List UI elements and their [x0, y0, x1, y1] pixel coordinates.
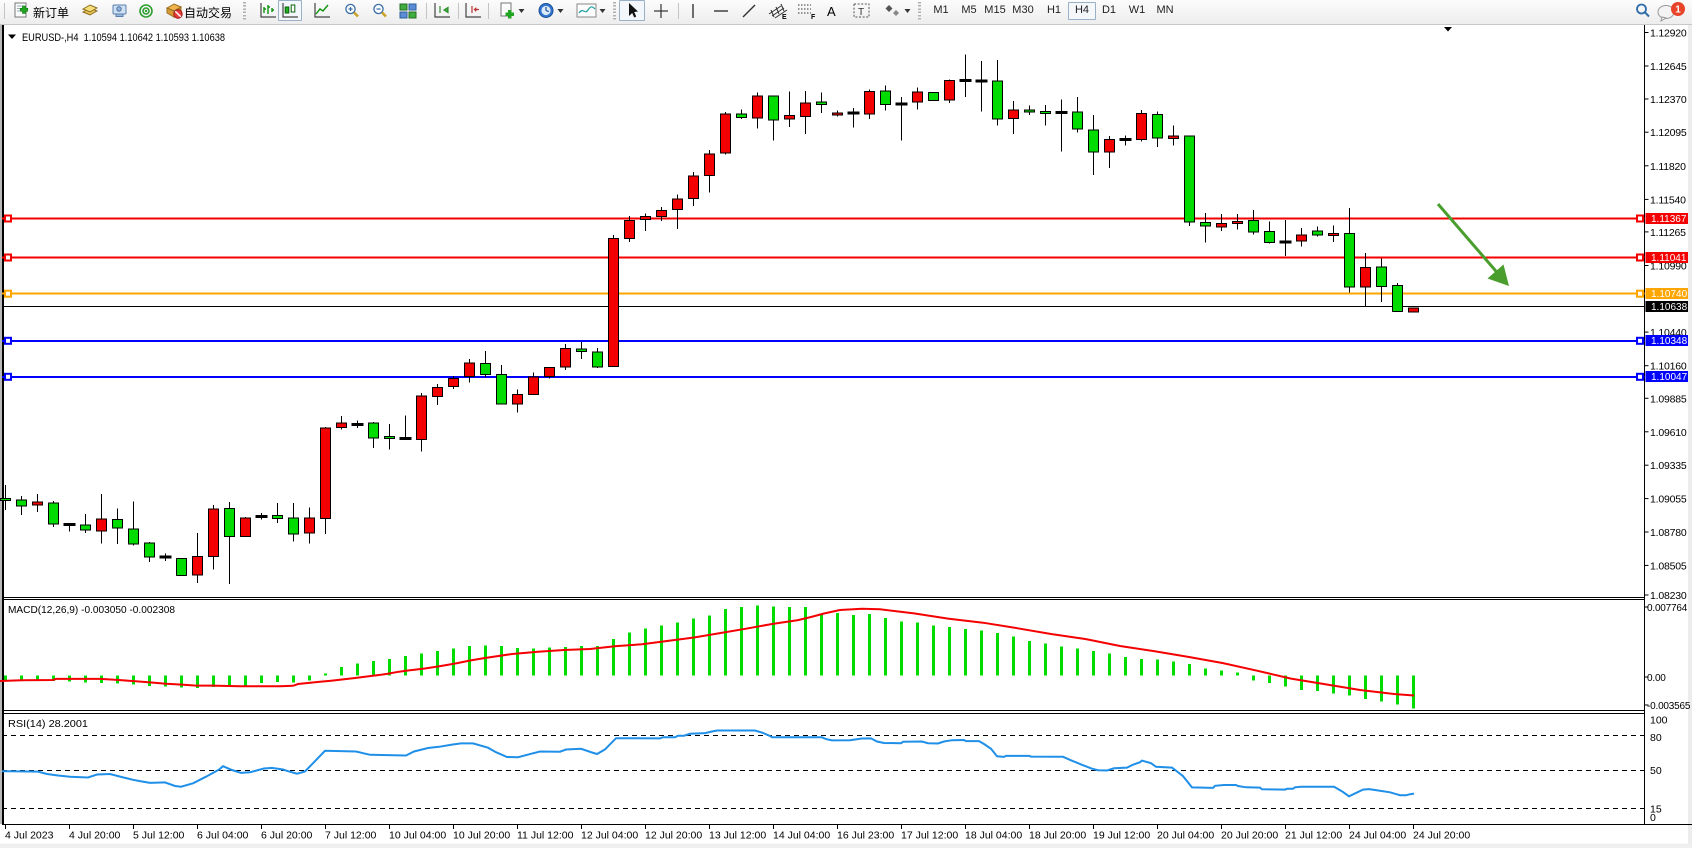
- svg-text:6 Jul 20:00: 6 Jul 20:00: [261, 830, 313, 842]
- svg-text:RSI(14) 28.2001: RSI(14) 28.2001: [8, 718, 88, 730]
- svg-text:1.11820: 1.11820: [1650, 161, 1686, 173]
- svg-text:1.08230: 1.08230: [1650, 590, 1687, 602]
- svg-text:-0.003565: -0.003565: [1647, 701, 1691, 712]
- svg-text:F: F: [811, 14, 816, 21]
- svg-text:24 Jul 04:00: 24 Jul 04:00: [1349, 830, 1406, 842]
- svg-text:1.10348: 1.10348: [1651, 336, 1688, 347]
- svg-text:12 Jul 04:00: 12 Jul 04:00: [581, 830, 638, 842]
- svg-text:5 Jul 12:00: 5 Jul 12:00: [133, 830, 185, 842]
- svg-text:18 Jul 20:00: 18 Jul 20:00: [1029, 830, 1086, 842]
- svg-text:20 Jul 04:00: 20 Jul 04:00: [1157, 830, 1214, 842]
- svg-text:10 Jul 04:00: 10 Jul 04:00: [389, 830, 446, 842]
- svg-text:1.12645: 1.12645: [1650, 61, 1687, 73]
- svg-text:1.09335: 1.09335: [1650, 460, 1687, 472]
- svg-text:7 Jul 12:00: 7 Jul 12:00: [325, 830, 377, 842]
- svg-text:14 Jul 04:00: 14 Jul 04:00: [773, 830, 830, 842]
- svg-text:17 Jul 12:00: 17 Jul 12:00: [901, 830, 958, 842]
- svg-text:0.00: 0.00: [1647, 673, 1666, 684]
- svg-text:15: 15: [1650, 804, 1662, 816]
- svg-text:MACD(12,26,9) -0.003050 -0.002: MACD(12,26,9) -0.003050 -0.002308: [8, 604, 175, 616]
- svg-text:4 Jul 20:00: 4 Jul 20:00: [69, 830, 121, 842]
- svg-text:1.11367: 1.11367: [1651, 214, 1687, 225]
- svg-text:1.12370: 1.12370: [1650, 94, 1687, 106]
- svg-text:1.10160: 1.10160: [1650, 361, 1687, 373]
- svg-text:50: 50: [1650, 765, 1662, 777]
- svg-text:E: E: [782, 14, 787, 21]
- svg-text:EURUSD-,H4 1.10594 1.10642 1.: EURUSD-,H4 1.10594 1.10642 1.10593 1.106…: [22, 32, 225, 44]
- svg-text:20 Jul 20:00: 20 Jul 20:00: [1221, 830, 1278, 842]
- svg-text:12 Jul 20:00: 12 Jul 20:00: [645, 830, 702, 842]
- svg-text:0.007764: 0.007764: [1647, 603, 1688, 614]
- svg-text:16 Jul 23:00: 16 Jul 23:00: [837, 830, 894, 842]
- svg-text:1.10638: 1.10638: [1651, 302, 1688, 313]
- svg-text:24 Jul 20:00: 24 Jul 20:00: [1413, 830, 1470, 842]
- svg-text:1.08780: 1.08780: [1650, 527, 1687, 539]
- svg-text:1.09055: 1.09055: [1650, 494, 1687, 506]
- svg-text:1.09610: 1.09610: [1650, 427, 1687, 439]
- svg-text:1.08505: 1.08505: [1650, 560, 1687, 572]
- svg-text:80: 80: [1650, 732, 1662, 744]
- svg-text:18 Jul 04:00: 18 Jul 04:00: [965, 830, 1022, 842]
- svg-text:1.12095: 1.12095: [1650, 127, 1687, 139]
- svg-text:T: T: [858, 7, 864, 18]
- svg-text:1.11041: 1.11041: [1651, 253, 1687, 264]
- svg-text:1.12920: 1.12920: [1650, 28, 1687, 40]
- svg-text:1.10047: 1.10047: [1651, 372, 1688, 383]
- svg-text:1.11540: 1.11540: [1650, 194, 1686, 206]
- svg-text:19 Jul 12:00: 19 Jul 12:00: [1093, 830, 1150, 842]
- svg-text:0: 0: [1650, 812, 1656, 824]
- svg-text:1.09885: 1.09885: [1650, 393, 1687, 405]
- svg-text:10 Jul 20:00: 10 Jul 20:00: [453, 830, 510, 842]
- svg-text:6 Jul 04:00: 6 Jul 04:00: [197, 830, 249, 842]
- svg-text:21 Jul 12:00: 21 Jul 12:00: [1285, 830, 1342, 842]
- svg-text:1.10740: 1.10740: [1651, 289, 1688, 300]
- svg-text:11 Jul 12:00: 11 Jul 12:00: [517, 830, 574, 842]
- svg-text:1.10990: 1.10990: [1650, 261, 1687, 273]
- svg-text:1.11265: 1.11265: [1650, 227, 1686, 239]
- svg-text:13 Jul 12:00: 13 Jul 12:00: [709, 830, 766, 842]
- svg-text:4 Jul 2023: 4 Jul 2023: [5, 830, 54, 842]
- svg-text:100: 100: [1650, 715, 1668, 727]
- svg-text:1: 1: [1675, 5, 1681, 16]
